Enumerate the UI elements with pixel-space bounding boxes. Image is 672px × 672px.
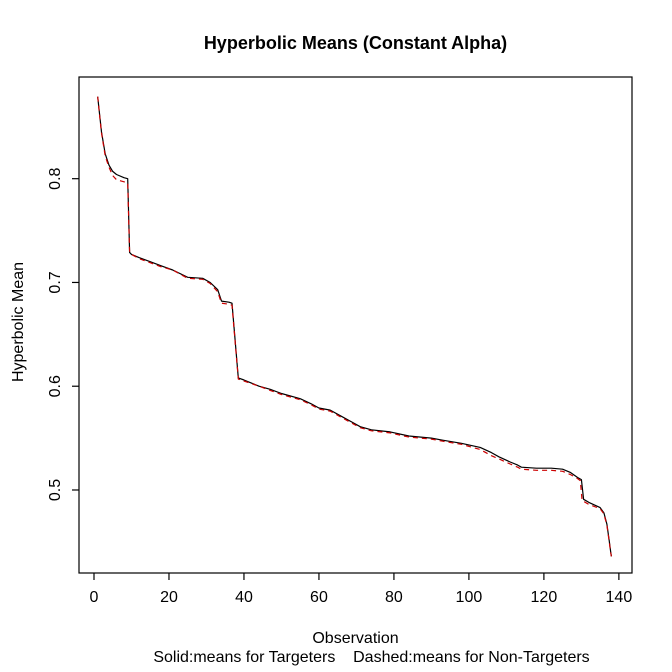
chart-title: Hyperbolic Means (Constant Alpha) bbox=[203, 33, 508, 53]
legend-caption: Solid:means for Targeters Dashed:means f… bbox=[153, 649, 590, 666]
x-tick-label: 60 bbox=[310, 589, 328, 606]
x-tick-label: 0 bbox=[90, 589, 99, 606]
x-tick-label: 120 bbox=[531, 589, 558, 606]
y-tick-label: 0.8 bbox=[47, 167, 64, 189]
y-tick-label: 0.6 bbox=[47, 375, 64, 397]
x-tick-label: 20 bbox=[160, 589, 178, 606]
y-tick-label: 0.7 bbox=[47, 271, 64, 293]
series-solid-line bbox=[97, 96, 612, 557]
x-tick-label: 100 bbox=[456, 589, 483, 606]
x-tick-label: 80 bbox=[385, 589, 403, 606]
plot-box bbox=[78, 76, 633, 574]
y-axis-label: Hyperbolic Mean bbox=[10, 261, 27, 383]
x-axis-label: Observation bbox=[312, 630, 399, 647]
x-tick-label: 140 bbox=[606, 589, 633, 606]
series-dashed-line bbox=[97, 96, 612, 557]
y-tick-label: 0.5 bbox=[47, 479, 64, 501]
x-tick-label: 40 bbox=[235, 589, 253, 606]
